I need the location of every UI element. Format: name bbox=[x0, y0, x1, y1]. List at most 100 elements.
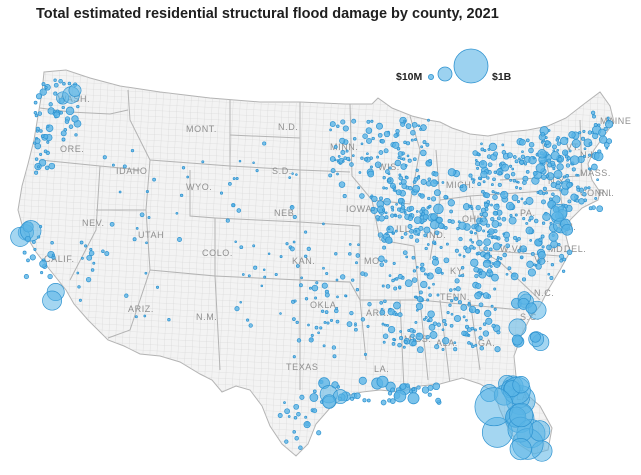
damage-bubble bbox=[391, 278, 395, 283]
state-border bbox=[189, 170, 216, 276]
damage-bubble bbox=[405, 123, 412, 129]
damage-bubble bbox=[486, 200, 491, 204]
damage-bubble bbox=[79, 240, 84, 245]
damage-bubble bbox=[403, 339, 408, 344]
damage-bubble bbox=[453, 314, 462, 323]
damage-bubble bbox=[177, 237, 182, 242]
damage-bubble bbox=[404, 164, 408, 167]
damage-bubble bbox=[498, 171, 503, 176]
damage-bubble bbox=[262, 141, 267, 146]
damage-bubble bbox=[232, 177, 236, 181]
damage-bubble bbox=[344, 294, 347, 298]
damage-bubble bbox=[580, 136, 586, 141]
damage-bubble bbox=[496, 256, 500, 259]
damage-bubble bbox=[552, 167, 556, 171]
damage-bubble bbox=[593, 123, 598, 127]
damage-bubble bbox=[483, 149, 487, 152]
state-border bbox=[299, 279, 361, 301]
damage-bubble bbox=[51, 253, 55, 257]
damage-bubble bbox=[412, 269, 417, 273]
damage-bubble bbox=[479, 345, 485, 351]
damage-bubble bbox=[576, 185, 580, 190]
damage-bubble bbox=[511, 167, 515, 171]
damage-bubble bbox=[308, 286, 312, 290]
damage-bubble bbox=[349, 162, 354, 167]
legend-bubble-small bbox=[427, 74, 434, 81]
damage-bubble bbox=[496, 191, 500, 195]
state-label: CONN. bbox=[580, 188, 612, 198]
damage-bubble bbox=[367, 170, 375, 178]
damage-bubble bbox=[336, 172, 339, 176]
damage-bubble bbox=[471, 240, 475, 244]
state-label: MD. bbox=[548, 244, 566, 254]
damage-bubble bbox=[470, 177, 474, 181]
damage-bubble bbox=[383, 130, 391, 138]
damage-bubble bbox=[480, 170, 488, 179]
damage-bubble bbox=[502, 252, 507, 258]
legend-bubble-medium bbox=[437, 66, 453, 82]
damage-bubble bbox=[53, 91, 58, 96]
damage-bubble bbox=[294, 436, 299, 441]
state-label: GA. bbox=[478, 338, 495, 348]
damage-bubble bbox=[410, 333, 415, 338]
damage-bubble bbox=[22, 250, 27, 255]
damage-bubble bbox=[336, 124, 340, 129]
damage-bubble bbox=[351, 278, 355, 282]
damage-bubble bbox=[419, 266, 423, 270]
damage-bubble bbox=[296, 338, 302, 343]
damage-bubble bbox=[42, 290, 63, 311]
damage-bubble bbox=[537, 189, 544, 195]
damage-bubble bbox=[320, 309, 325, 313]
damage-bubble bbox=[402, 250, 408, 256]
damage-bubble bbox=[374, 161, 382, 168]
damage-bubble bbox=[557, 156, 563, 162]
damage-bubble bbox=[382, 340, 386, 344]
damage-bubble bbox=[330, 168, 336, 174]
damage-bubble bbox=[295, 264, 300, 268]
damage-bubble bbox=[453, 347, 458, 352]
damage-bubble bbox=[525, 170, 530, 174]
damage-bubble bbox=[551, 192, 555, 196]
damage-bubble bbox=[442, 319, 447, 324]
damage-bubble bbox=[366, 119, 371, 124]
damage-bubble bbox=[458, 274, 462, 278]
damage-bubble bbox=[284, 439, 289, 444]
damage-bubble bbox=[470, 207, 474, 211]
damage-bubble bbox=[501, 143, 505, 147]
damage-bubble bbox=[467, 341, 471, 345]
damage-bubble bbox=[567, 199, 572, 204]
damage-bubble bbox=[549, 276, 554, 280]
damage-bubble bbox=[104, 251, 110, 257]
damage-bubble bbox=[596, 205, 604, 213]
damage-bubble bbox=[394, 214, 398, 218]
damage-bubble bbox=[409, 205, 415, 211]
damage-bubble bbox=[474, 273, 479, 279]
damage-bubble bbox=[407, 392, 420, 405]
damage-bubble bbox=[267, 252, 271, 256]
damage-bubble bbox=[322, 394, 337, 409]
damage-bubble bbox=[130, 148, 135, 153]
damage-bubble bbox=[58, 78, 63, 84]
damage-bubble bbox=[395, 129, 400, 134]
damage-bubble bbox=[598, 135, 608, 144]
damage-bubble bbox=[340, 119, 346, 125]
damage-bubble bbox=[50, 241, 54, 245]
damage-bubble bbox=[397, 274, 403, 280]
damage-bubble bbox=[135, 227, 139, 230]
damage-bubble bbox=[351, 118, 357, 124]
state-border bbox=[107, 209, 151, 339]
damage-bubble bbox=[376, 218, 380, 222]
damage-bubbles bbox=[10, 78, 614, 462]
damage-bubble bbox=[80, 256, 84, 260]
damage-bubble bbox=[588, 142, 593, 146]
damage-bubble bbox=[530, 251, 535, 256]
damage-bubble bbox=[419, 193, 425, 199]
damage-bubble bbox=[576, 173, 580, 177]
damage-bubble bbox=[548, 231, 559, 242]
damage-bubble bbox=[571, 167, 576, 172]
state-label: MONT. bbox=[186, 124, 217, 134]
damage-bubble bbox=[359, 193, 365, 199]
damage-bubble bbox=[167, 318, 171, 322]
damage-bubble bbox=[88, 250, 95, 256]
damage-bubble bbox=[505, 201, 515, 211]
